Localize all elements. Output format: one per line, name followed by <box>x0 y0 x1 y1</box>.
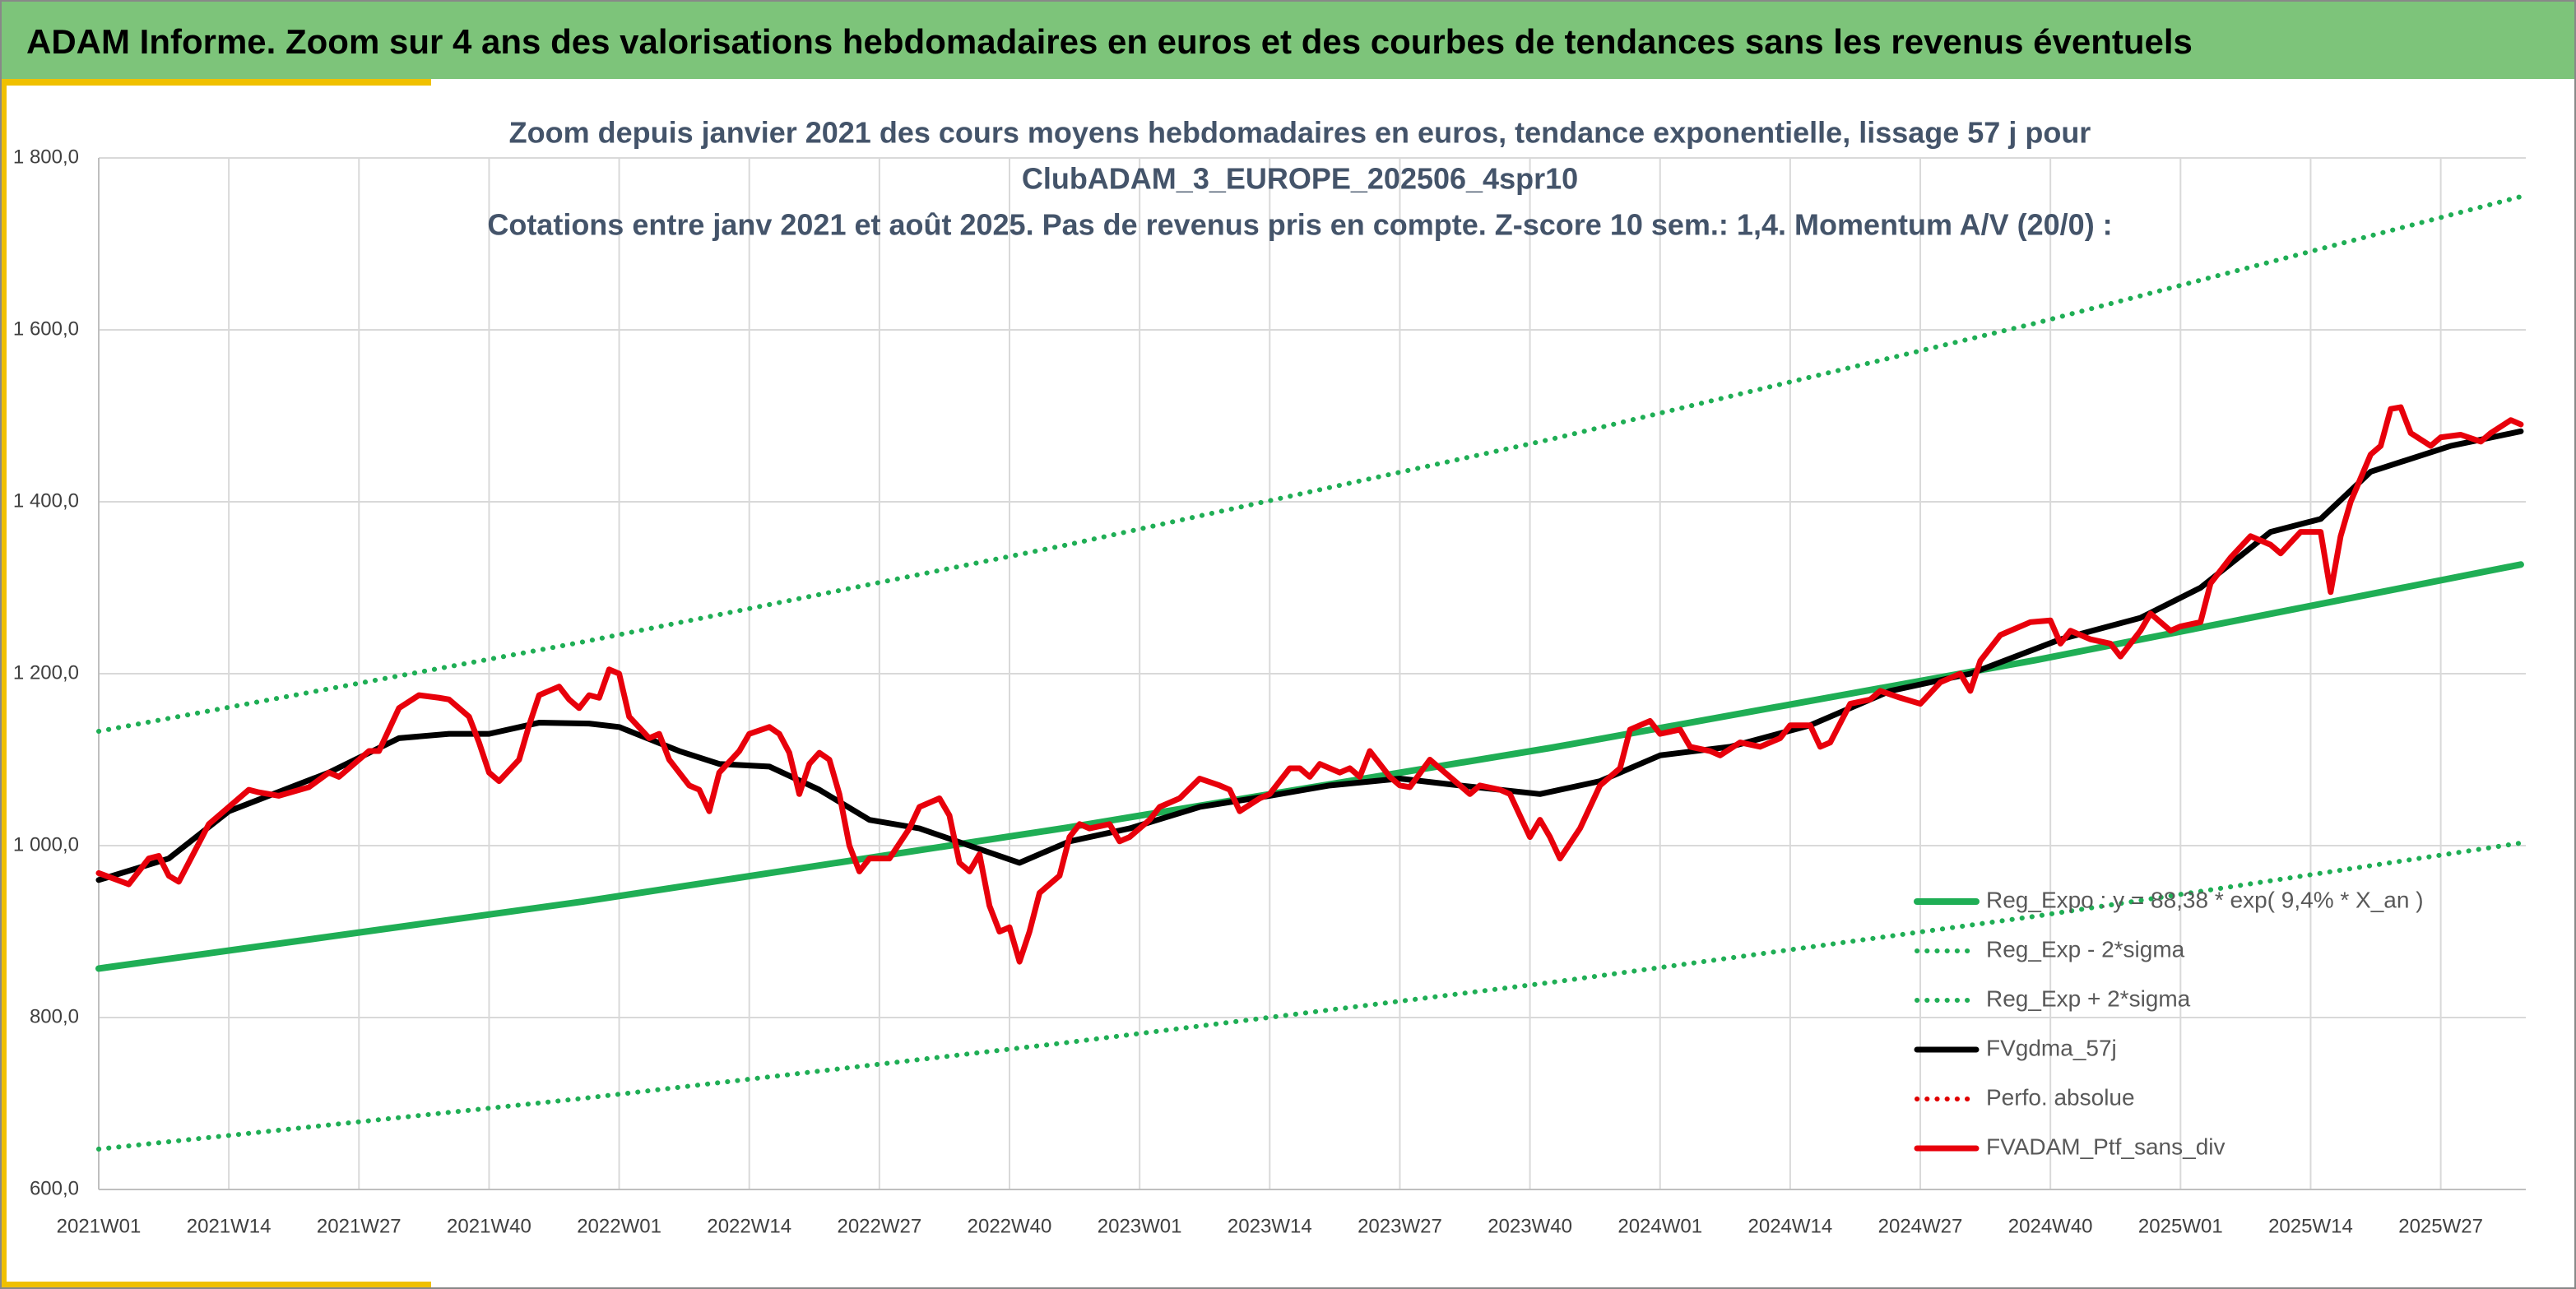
x-tick-label: 2021W14 <box>187 1215 272 1237</box>
legend-label: Reg_Expo : y = 88,38 * exp( 9,4% * X_an … <box>1986 887 2424 912</box>
x-tick-label: 2023W40 <box>1488 1215 1572 1237</box>
y-tick-label: 1 600,0 <box>13 318 79 340</box>
x-tick-label: 2021W27 <box>317 1215 401 1237</box>
chart-title: ClubADAM_3_EUROPE_202506_4spr10 <box>1022 162 1578 196</box>
x-tick-label: 2023W27 <box>1358 1215 1442 1237</box>
series-line <box>96 194 2523 735</box>
x-tick-label: 2025W27 <box>2398 1215 2483 1237</box>
x-tick-label: 2022W40 <box>968 1215 1052 1237</box>
y-tick-label: 1 000,0 <box>13 833 79 855</box>
header-accent <box>0 79 431 86</box>
x-tick-label: 2021W40 <box>447 1215 531 1237</box>
x-tick-label: 2021W01 <box>57 1215 142 1237</box>
y-tick-label: 1 400,0 <box>13 489 79 512</box>
series-line <box>95 428 2524 883</box>
x-tick-label: 2024W14 <box>1748 1215 1833 1237</box>
x-tick-label: 2025W14 <box>2268 1215 2353 1237</box>
x-tick-label: 2023W14 <box>1228 1215 1312 1237</box>
legend-label: FVADAM_Ptf_sans_div <box>1986 1134 2226 1159</box>
legend-label: Reg_Exp - 2*sigma <box>1986 936 2185 962</box>
x-tick-label: 2023W01 <box>1098 1215 1182 1237</box>
legend-label: Reg_Exp + 2*sigma <box>1986 985 2191 1011</box>
y-tick-label: 600,0 <box>30 1177 79 1199</box>
x-tick-label: 2022W27 <box>837 1215 921 1237</box>
x-tick-label: 2024W27 <box>1878 1215 1963 1237</box>
chart-title: Zoom depuis janvier 2021 des cours moyen… <box>509 116 2091 150</box>
legend-label: Perfo. absolue <box>1986 1084 2135 1110</box>
bottom-accent <box>0 1282 431 1289</box>
header-title: ADAM Informe. Zoom sur 4 ans des valoris… <box>26 22 2193 61</box>
y-tick-label: 800,0 <box>30 1005 79 1027</box>
left-accent <box>0 79 7 1288</box>
legend-label: FVgdma_57j <box>1986 1035 2117 1060</box>
x-tick-label: 2022W01 <box>577 1215 661 1237</box>
y-tick-label: 1 800,0 <box>13 146 79 168</box>
x-tick-label: 2024W01 <box>1618 1215 1702 1237</box>
chart-title: Cotations entre janv 2021 et août 2025. … <box>487 208 2112 242</box>
x-tick-label: 2022W14 <box>707 1215 791 1237</box>
x-tick-label: 2025W01 <box>2138 1215 2223 1237</box>
header-bar <box>0 0 2576 79</box>
x-tick-label: 2024W40 <box>2008 1215 2093 1237</box>
y-tick-label: 1 200,0 <box>13 661 79 684</box>
series-line <box>95 404 2524 965</box>
